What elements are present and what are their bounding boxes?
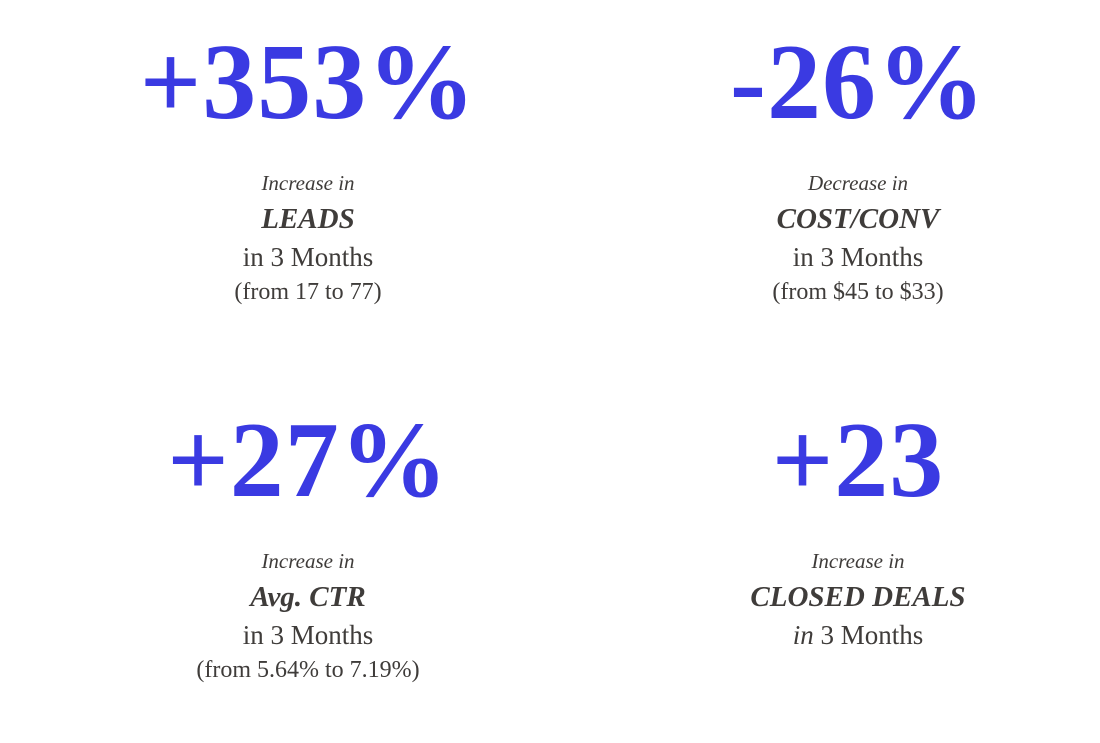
stat-qualifier: Increase in: [811, 549, 905, 574]
stat-metric: LEADS: [261, 202, 355, 235]
stat-qualifier: Increase in: [261, 549, 355, 574]
stat-qualifier: Increase in: [261, 171, 355, 196]
stat-value-closed-deals: +23: [771, 401, 945, 520]
stat-card-cost-per-conversion: -26% Decrease in COST/CONV in 3 Months (…: [616, 26, 1100, 404]
stat-duration: in 3 Months: [750, 617, 965, 653]
stat-value-avg-ctr: +27%: [167, 401, 449, 520]
stat-duration-text: 3 Months: [813, 620, 924, 651]
stat-card-avg-ctr: +27% Increase in Avg. CTR in 3 Months (f…: [0, 404, 616, 687]
stat-duration-text: in 3 Months: [242, 620, 374, 651]
stat-detail: (from $45 to $33): [772, 278, 944, 305]
stat-duration: in 3 Months: [772, 239, 943, 275]
stat-metric: CLOSED DEALS: [750, 580, 966, 613]
stat-duration-italic: in: [792, 620, 814, 651]
stat-metric: COST/CONV: [776, 202, 940, 235]
stat-caption-cost-per-conversion: Decrease in COST/CONV in 3 Months (from …: [772, 167, 943, 309]
stats-grid: +353% Increase in LEADS in 3 Months (fro…: [0, 26, 1100, 687]
stat-card-closed-deals: +23 Increase in CLOSED DEALS in 3 Months: [616, 404, 1100, 687]
stat-caption-avg-ctr: Increase in Avg. CTR in 3 Months (from 5…: [196, 545, 419, 687]
stat-caption-leads: Increase in LEADS in 3 Months (from 17 t…: [234, 167, 381, 309]
stat-value-cost-per-conversion: -26%: [730, 23, 986, 142]
stat-duration: in 3 Months: [234, 239, 381, 275]
stat-metric: Avg. CTR: [250, 580, 366, 613]
stat-qualifier: Decrease in: [807, 171, 909, 196]
stat-value-leads: +353%: [139, 23, 477, 142]
stat-card-leads: +353% Increase in LEADS in 3 Months (fro…: [0, 26, 616, 404]
stat-detail: (from 17 to 77): [234, 278, 382, 305]
stat-duration: in 3 Months: [196, 617, 419, 653]
stat-duration-text: in 3 Months: [792, 242, 924, 273]
stat-detail: (from 5.64% to 7.19%): [196, 656, 420, 683]
stat-duration-text: in 3 Months: [242, 242, 374, 273]
stat-caption-closed-deals: Increase in CLOSED DEALS in 3 Months: [750, 545, 965, 653]
